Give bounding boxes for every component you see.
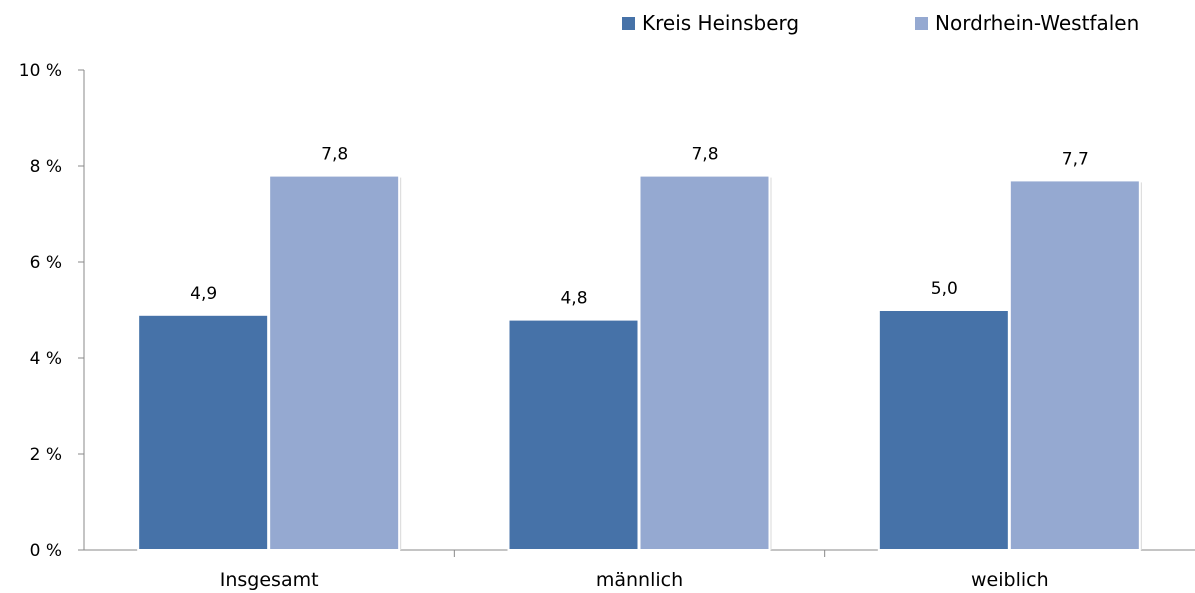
y-tick-label: 8 % (30, 157, 62, 177)
data-label: 7,8 (691, 145, 718, 165)
legend-label: Kreis Heinsberg (642, 11, 799, 35)
bar (877, 309, 1010, 551)
y-tick-label: 0 % (30, 541, 62, 561)
legend: Kreis Heinsberg Nordrhein-Westfalen (622, 11, 1139, 35)
y-tick-label: 2 % (30, 445, 62, 465)
legend-label: Nordrhein-Westfalen (935, 11, 1139, 35)
data-label: 4,9 (190, 284, 217, 304)
data-label: 7,8 (321, 145, 348, 165)
y-tick-label: 6 % (30, 253, 62, 273)
data-label: 7,7 (1062, 149, 1089, 169)
y-tick-label: 4 % (30, 349, 62, 369)
data-label: 5,0 (931, 279, 958, 299)
bar (507, 318, 640, 551)
x-category-label: männlich (596, 569, 683, 591)
bar (638, 174, 771, 551)
data-labels: 4,9 7,8 4,8 7,8 5,0 7,7 (190, 145, 1089, 309)
x-category-label: Insgesamt (220, 569, 319, 591)
bars (137, 174, 1142, 551)
legend-swatch (915, 17, 928, 30)
bar (137, 313, 270, 551)
bar (268, 174, 401, 551)
legend-swatch (622, 17, 635, 30)
bar (1008, 179, 1141, 551)
y-tick-label: 10 % (19, 61, 62, 81)
data-label: 4,8 (560, 289, 587, 309)
x-axis: Insgesamt männlich weiblich (84, 549, 1195, 591)
x-category-label: weiblich (971, 569, 1049, 591)
y-axis: 0 % 2 % 4 % 6 % 8 % 10 % (19, 61, 85, 561)
